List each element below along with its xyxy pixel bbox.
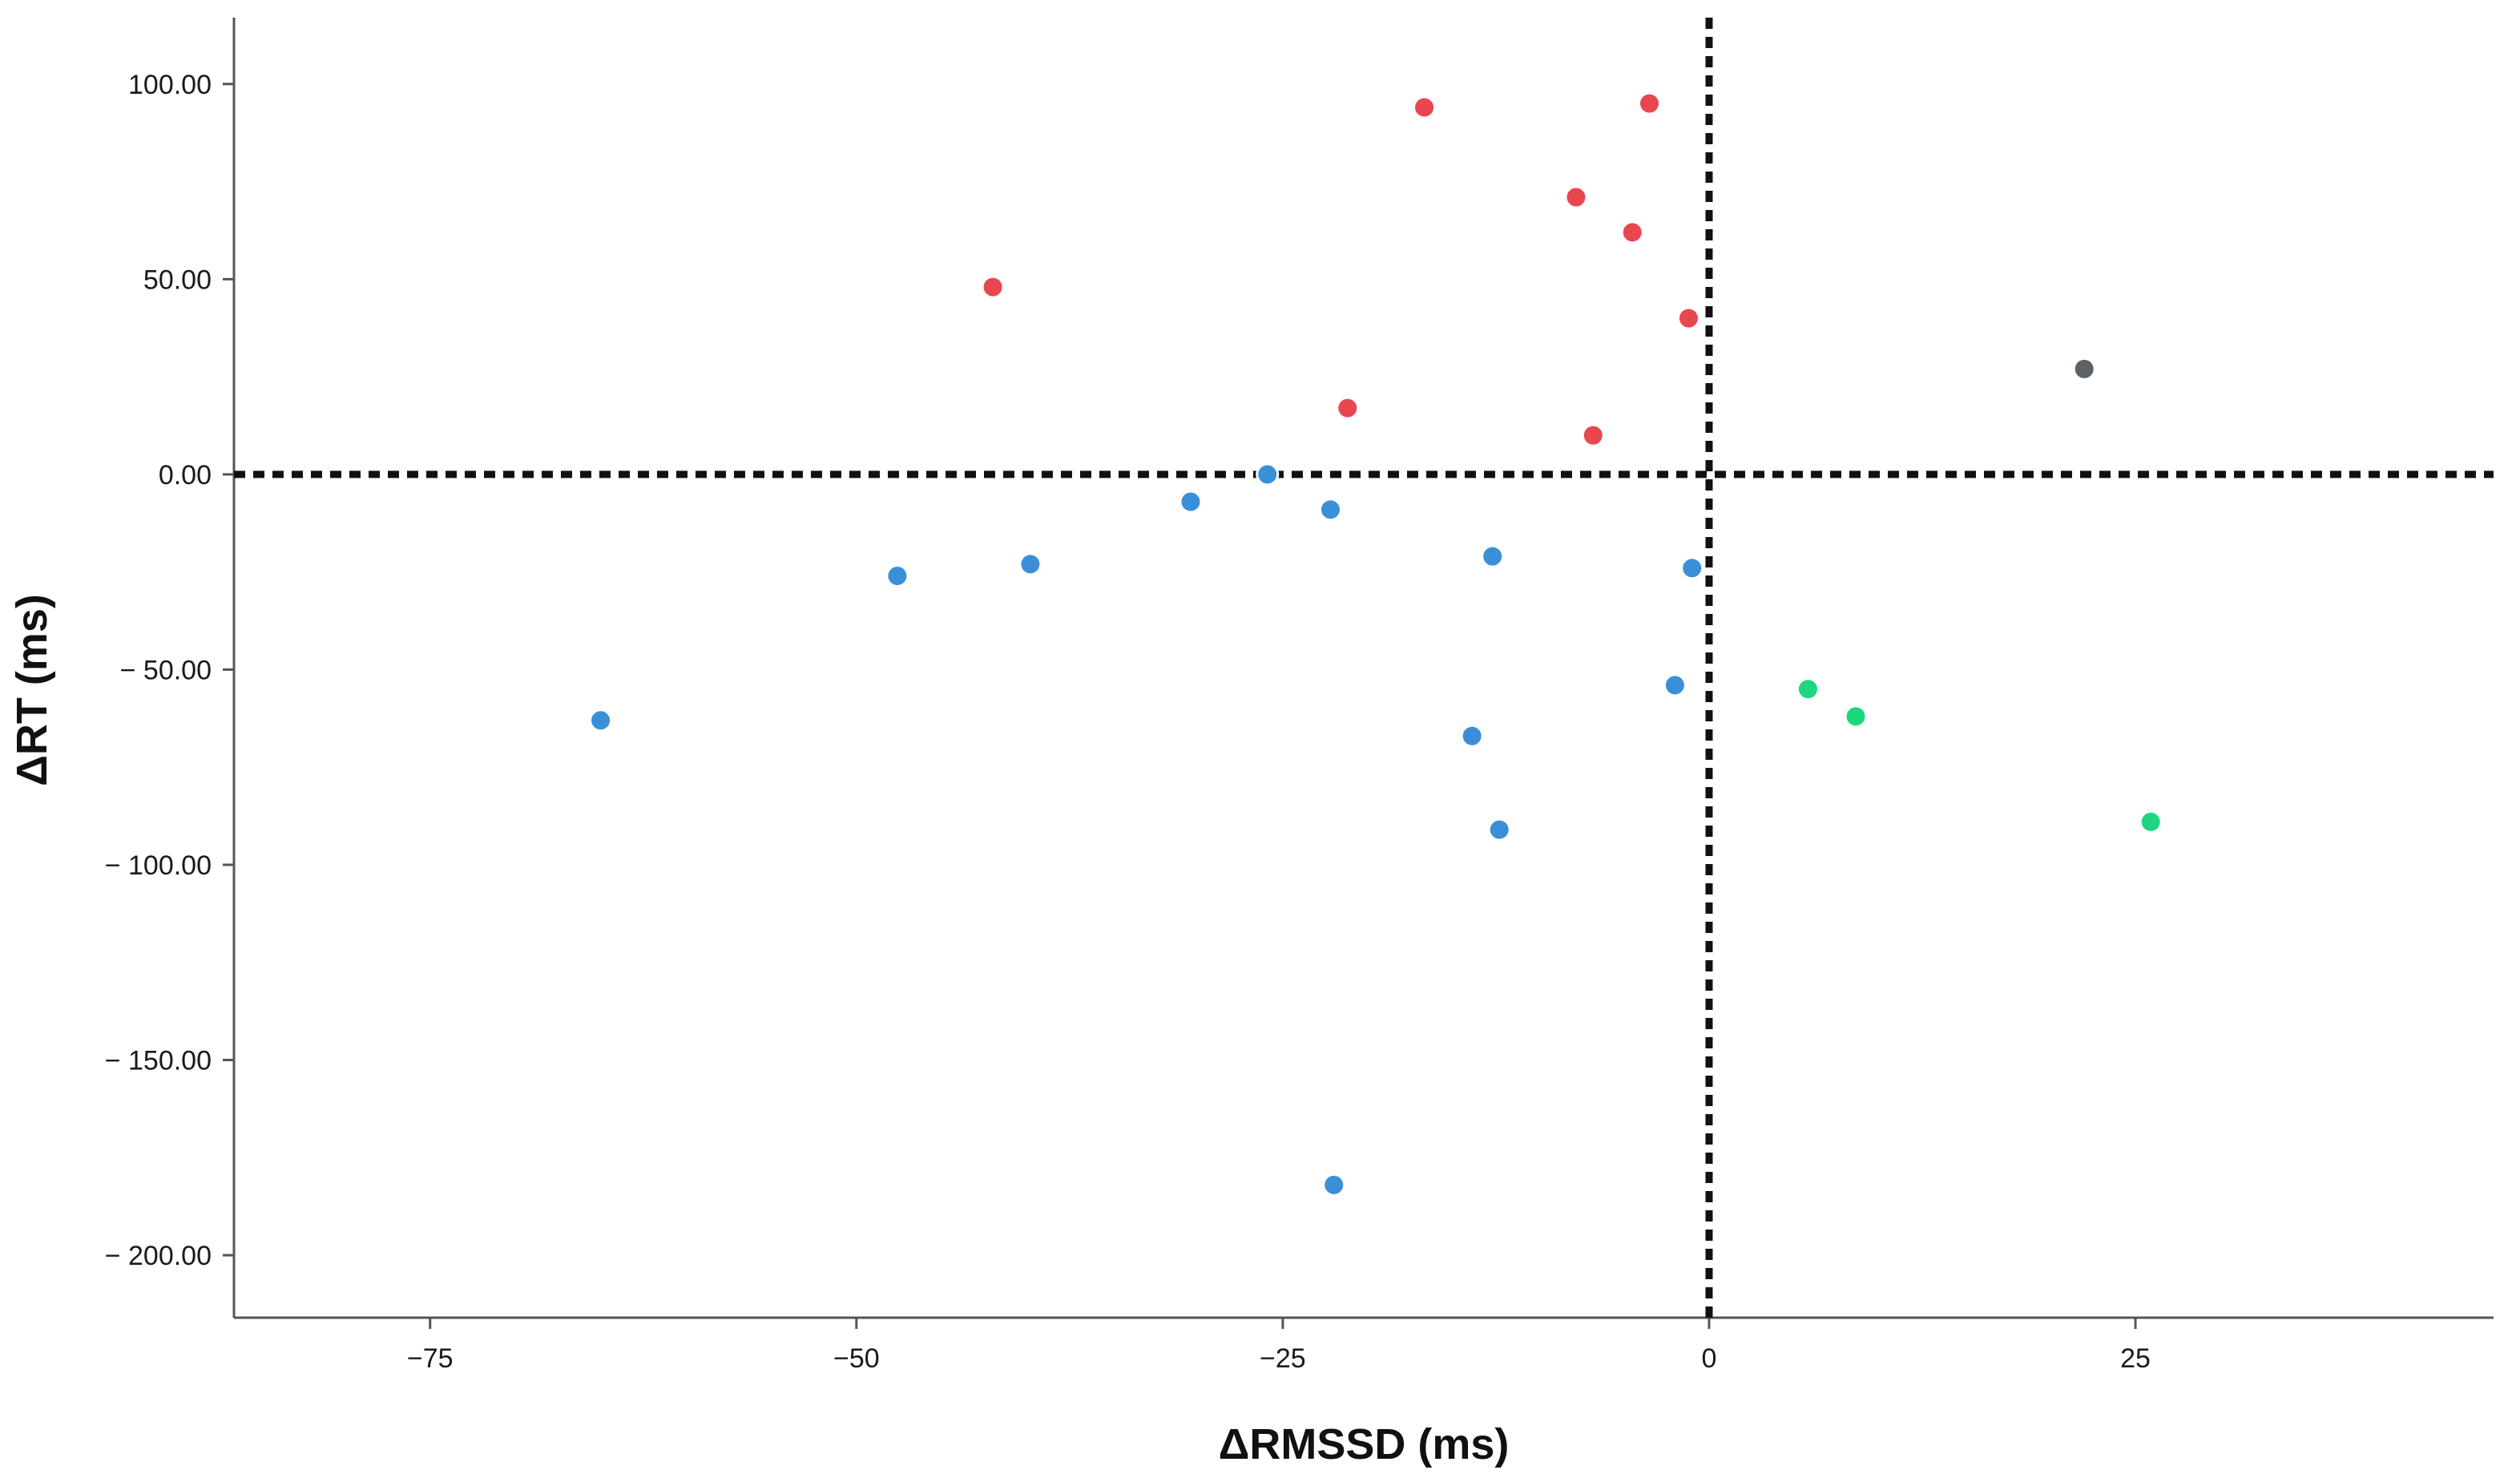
data-point [1322, 1173, 1346, 1197]
data-point [1676, 306, 1700, 330]
data-point [2139, 810, 2163, 834]
data-point [1487, 818, 1511, 842]
data-point [1481, 544, 1505, 568]
data-point [1179, 490, 1203, 514]
y-tick-label: − 100.00 [105, 850, 212, 881]
data-point [1620, 220, 1644, 244]
data-point [1318, 498, 1342, 522]
data-point [1680, 556, 1704, 580]
data-point [1637, 91, 1661, 115]
data-point [885, 564, 909, 588]
x-tick-label: −25 [1260, 1343, 1306, 1374]
data-point [1581, 423, 1605, 447]
data-point [1413, 95, 1437, 119]
data-point [1460, 724, 1484, 748]
x-axis-title: ΔRMSSD (ms) [1219, 1420, 1510, 1468]
data-point [1256, 462, 1280, 487]
x-tick-label: 25 [2120, 1343, 2151, 1374]
x-tick-label: −75 [407, 1343, 454, 1374]
y-tick-label: 50.00 [143, 264, 212, 295]
data-point [1564, 185, 1588, 209]
y-tick-label: 100.00 [128, 70, 212, 100]
data-point [589, 709, 613, 733]
y-tick-label: − 200.00 [105, 1241, 212, 1271]
y-axis-title: ΔRT (ms) [8, 594, 56, 786]
y-axis-ticks: 100.00 50.00 0.00 − 50.00 − 100.00 − 150.00 − … [105, 70, 234, 1271]
data-point [1796, 677, 1820, 701]
x-tick-label: 0 [1702, 1343, 1717, 1374]
data-points [589, 91, 2163, 1197]
data-point [981, 275, 1005, 299]
data-point [1844, 705, 1868, 729]
y-tick-label: − 150.00 [105, 1046, 212, 1076]
x-axis-ticks: −75 −50 −25 0 25 [407, 1318, 2151, 1374]
data-point [2072, 357, 2096, 381]
x-tick-label: −50 [833, 1343, 880, 1374]
plot-area [232, 18, 2494, 1319]
data-point [1336, 396, 1360, 420]
data-point [1018, 552, 1042, 576]
y-tick-label: 0.00 [159, 460, 212, 491]
data-point [1663, 673, 1687, 697]
y-tick-label: − 50.00 [120, 655, 212, 685]
